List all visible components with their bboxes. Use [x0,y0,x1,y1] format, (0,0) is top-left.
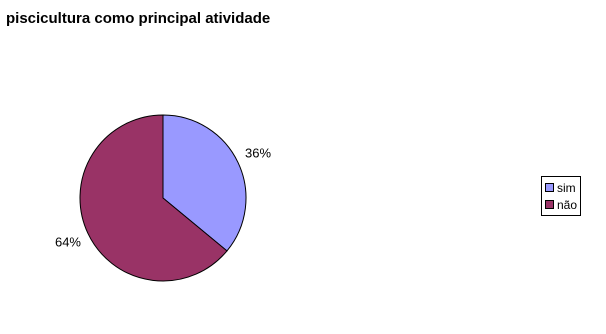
chart-title: piscicultura como principal atividade [6,10,271,27]
pie-slice-nao [79,114,228,282]
legend-label-sim: sim [557,180,576,195]
legend-swatch-nao [545,200,554,209]
data-label-nao: 64% [55,235,81,250]
chart-legend: sim não [541,176,581,216]
legend-item-sim: sim [545,179,580,196]
data-label-sim: 36% [245,145,271,160]
pie-slices [79,114,247,282]
pie-slice-sim [162,114,247,252]
legend-label-nao: não [557,197,578,212]
legend-swatch-sim [545,183,554,192]
legend-item-nao: não [545,196,580,213]
pie-data-labels: 36% 64% [55,145,271,249]
